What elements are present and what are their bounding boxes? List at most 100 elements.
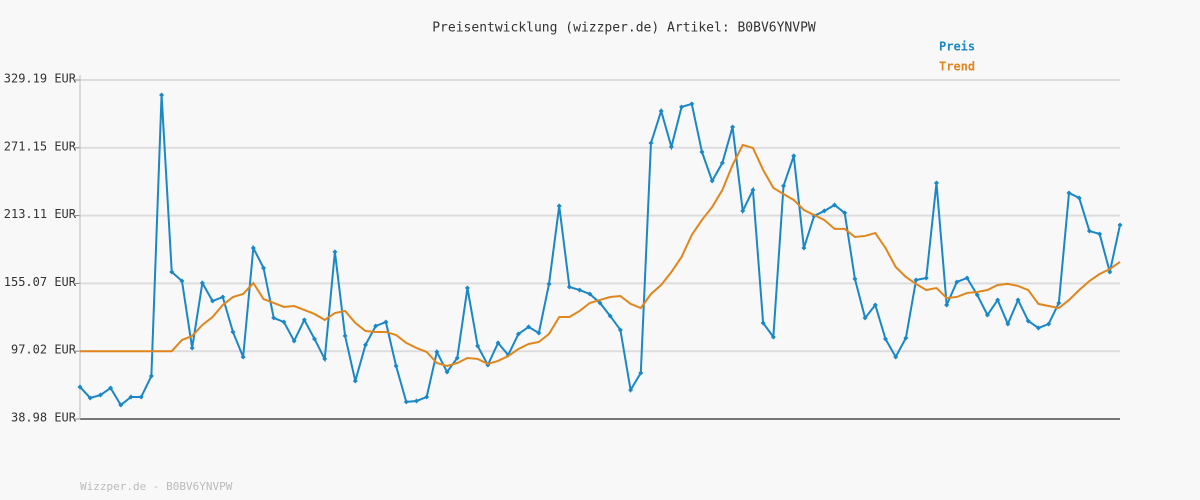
point: [536, 330, 542, 336]
point: [1107, 269, 1113, 275]
point: [770, 334, 776, 340]
point: [944, 302, 950, 308]
y-tick-label: 213.11 EUR: [4, 207, 77, 221]
point: [1025, 318, 1031, 324]
point: [709, 178, 715, 184]
legend-entry: Trend: [939, 60, 975, 74]
point: [281, 319, 287, 325]
point: [954, 279, 960, 285]
point: [658, 108, 664, 114]
point: [913, 277, 919, 283]
point: [475, 343, 481, 349]
point: [424, 394, 430, 400]
point: [169, 269, 175, 275]
line-trend: [80, 143, 1121, 367]
point: [97, 392, 103, 398]
y-tick-label: 329.19 EUR: [4, 72, 77, 86]
point: [240, 354, 246, 360]
point: [138, 394, 144, 400]
point: [1086, 228, 1092, 234]
y-tick-label: 155.07 EUR: [4, 275, 77, 289]
point: [872, 302, 878, 308]
point: [118, 402, 124, 408]
point: [546, 281, 552, 287]
footer: Wizzper.de - B0BV6YNVPW: [80, 480, 233, 493]
point: [322, 356, 328, 362]
point: [730, 124, 736, 130]
chart-title: Preisentwicklung (wizzper.de) Artikel: B…: [432, 21, 816, 36]
point: [1056, 300, 1062, 306]
point: [648, 140, 654, 146]
point: [964, 275, 970, 281]
y-tick-label: 271.15 EUR: [4, 139, 77, 153]
point: [210, 298, 216, 304]
point: [689, 101, 695, 107]
point: [1015, 297, 1021, 303]
point: [933, 180, 939, 186]
point: [719, 160, 725, 166]
point: [526, 324, 532, 330]
point: [781, 183, 787, 189]
point: [791, 153, 797, 159]
point: [903, 335, 909, 341]
point: [403, 399, 409, 405]
point: [801, 245, 807, 251]
point: [1046, 321, 1052, 327]
point: [577, 287, 583, 293]
point: [77, 384, 83, 390]
point: [679, 104, 685, 110]
point: [291, 338, 297, 344]
point: [893, 354, 899, 360]
point: [842, 210, 848, 216]
point: [923, 275, 929, 281]
point: [750, 187, 756, 193]
point: [373, 323, 379, 329]
point: [454, 355, 460, 361]
point: [108, 385, 114, 391]
point: [882, 336, 888, 342]
point: [1066, 190, 1072, 196]
point: [250, 245, 256, 251]
point: [413, 398, 419, 404]
y-tick-label: 38.98 EUR: [11, 411, 77, 425]
point: [444, 369, 450, 375]
point: [352, 378, 358, 384]
point: [271, 315, 277, 321]
point: [638, 370, 644, 376]
point: [128, 394, 134, 400]
point: [301, 317, 307, 323]
point: [434, 349, 440, 355]
point: [159, 92, 165, 98]
point: [628, 387, 634, 393]
point: [1097, 231, 1103, 237]
point: [189, 345, 195, 351]
point: [220, 294, 226, 300]
legend-entry: Preis: [939, 40, 975, 54]
point: [607, 313, 613, 319]
point: [362, 342, 368, 348]
point: [87, 395, 93, 401]
point: [862, 315, 868, 321]
point: [1076, 195, 1082, 201]
point: [464, 285, 470, 291]
point: [832, 202, 838, 208]
point: [760, 320, 766, 326]
point: [342, 333, 348, 339]
point: [668, 144, 674, 150]
point: [515, 331, 521, 337]
point: [821, 208, 827, 214]
point: [179, 278, 185, 284]
point: [556, 203, 562, 209]
point: [566, 284, 572, 290]
point: [230, 329, 236, 335]
point: [852, 276, 858, 282]
point: [699, 149, 705, 155]
point: [984, 312, 990, 318]
point: [383, 319, 389, 325]
y-tick-label: 97.02 EUR: [11, 343, 77, 357]
point: [1117, 222, 1123, 228]
point: [597, 300, 603, 306]
